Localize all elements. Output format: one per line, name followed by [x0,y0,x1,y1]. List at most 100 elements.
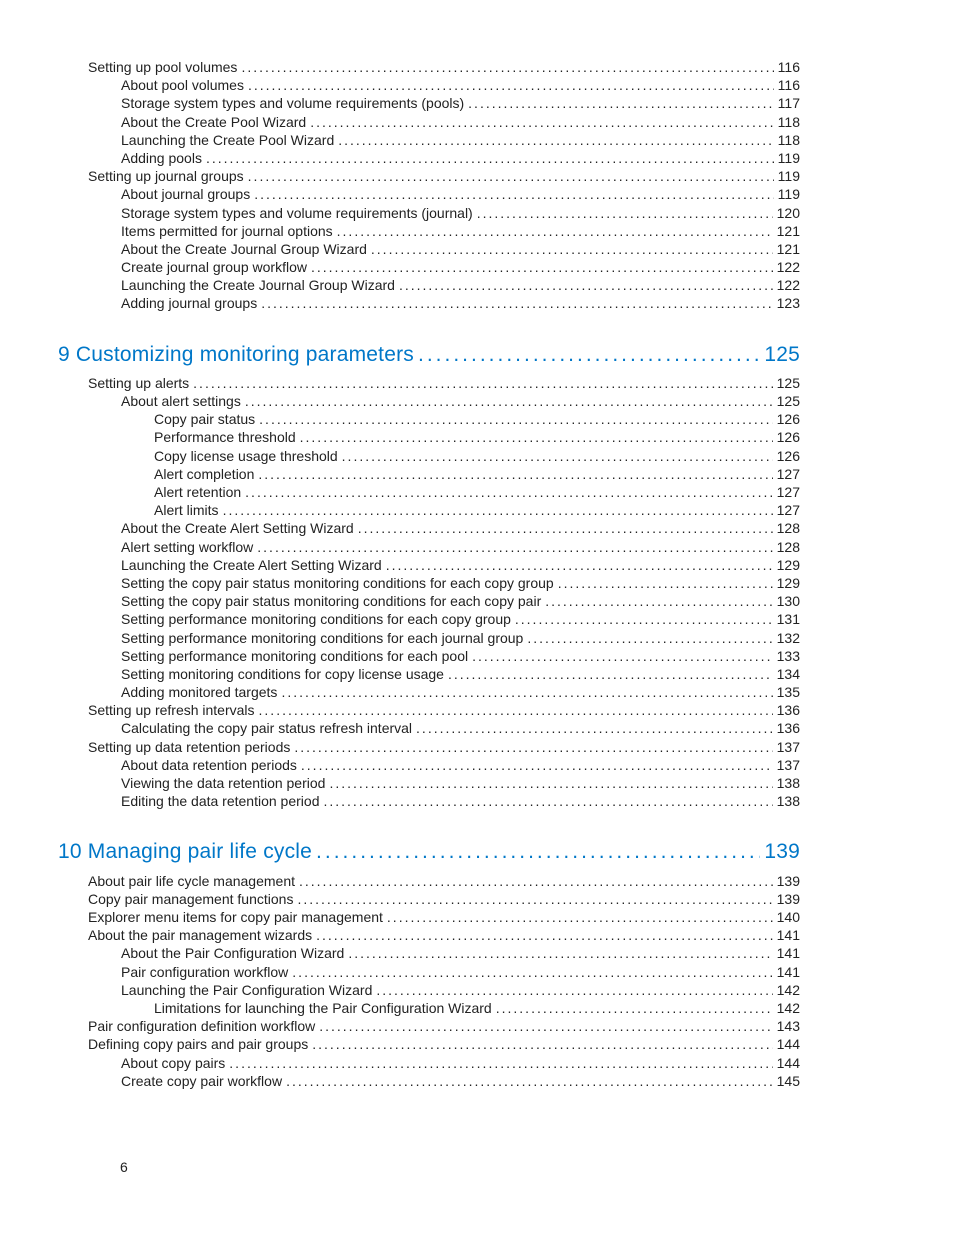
toc-entry-page: 139 [764,838,800,865]
toc-chapter-row[interactable]: 9 Customizing monitoring parameters125 [58,341,800,368]
toc-entry-row[interactable]: Create copy pair workflow145 [58,1072,800,1090]
toc-entry-row[interactable]: Pair configuration definition workflow14… [58,1017,800,1035]
dot-leader [338,131,773,149]
toc-entry-row[interactable]: About alert settings125 [58,392,800,410]
toc-entry-row[interactable]: About the Create Pool Wizard118 [58,113,800,131]
dot-leader [416,719,773,737]
table-of-contents: Setting up pool volumes116About pool vol… [58,58,800,1090]
toc-entry-label: Calculating the copy pair status refresh… [121,719,412,737]
toc-entry-row[interactable]: Performance threshold126 [58,428,800,446]
toc-entry-row[interactable]: About pool volumes116 [58,76,800,94]
toc-entry-label: Pair configuration workflow [121,963,288,981]
toc-entry-row[interactable]: Editing the data retention period 138 [58,792,800,810]
toc-entry-row[interactable]: Copy pair status126 [58,410,800,428]
toc-entry-row[interactable]: Adding monitored targets 135 [58,683,800,701]
toc-entry-page: 118 [778,113,800,131]
toc-entry-page: 127 [777,483,800,501]
toc-entry-row[interactable]: Viewing the data retention period138 [58,774,800,792]
dot-leader [300,428,773,446]
toc-entry-row[interactable]: About the pair management wizards141 [58,926,800,944]
toc-entry-row[interactable]: Setting performance monitoring condition… [58,629,800,647]
toc-entry-page: 121 [777,222,800,240]
dot-leader [376,981,772,999]
toc-entry-row[interactable]: Limitations for launching the Pair Confi… [58,999,800,1017]
toc-entry-row[interactable]: Setting up alerts125 [58,374,800,392]
toc-entry-row[interactable]: About copy pairs 144 [58,1054,800,1072]
toc-entry-row[interactable]: Setting up refresh intervals136 [58,701,800,719]
toc-entry-row[interactable]: Alert limits127 [58,501,800,519]
toc-entry-row[interactable]: Setting the copy pair status monitoring … [58,574,800,592]
toc-entry-label: Viewing the data retention period [121,774,325,792]
toc-entry-page: 116 [778,76,800,94]
toc-entry-label: About data retention periods [121,756,297,774]
toc-entry-label: Setting performance monitoring condition… [121,629,523,647]
toc-entry-label: Storage system types and volume requirem… [121,94,464,112]
toc-entry-row[interactable]: Setting up pool volumes116 [58,58,800,76]
toc-entry-row[interactable]: Copy pair management functions139 [58,890,800,908]
toc-entry-page: 125 [764,341,800,368]
toc-entry-row[interactable]: Pair configuration workflow 141 [58,963,800,981]
dot-leader [418,341,760,368]
toc-entry-label: Create journal group workflow [121,258,307,276]
toc-entry-row[interactable]: Launching the Create Journal Group Wizar… [58,276,800,294]
toc-entry-row[interactable]: Launching the Create Alert Setting Wizar… [58,556,800,574]
toc-entry-page: 129 [777,556,800,574]
toc-entry-page: 143 [777,1017,800,1035]
dot-leader [297,890,772,908]
toc-entry-page: 126 [777,428,800,446]
toc-entry-label: About the pair management wizards [88,926,312,944]
toc-entry-label: Items permitted for journal options [121,222,333,240]
toc-entry-row[interactable]: Adding journal groups123 [58,294,800,312]
toc-entry-page: 134 [777,665,800,683]
dot-leader [257,538,772,556]
toc-entry-row[interactable]: Setting up journal groups119 [58,167,800,185]
toc-entry-row[interactable]: Setting the copy pair status monitoring … [58,592,800,610]
dot-leader [558,574,773,592]
toc-entry-row[interactable]: About the Pair Configuration Wizard141 [58,944,800,962]
toc-entry-row[interactable]: About data retention periods 137 [58,756,800,774]
dot-leader [299,872,773,890]
toc-entry-row[interactable]: Create journal group workflow122 [58,258,800,276]
dot-leader [248,167,774,185]
toc-entry-row[interactable]: Storage system types and volume requirem… [58,94,800,112]
toc-entry-page: 138 [777,792,800,810]
toc-entry-row[interactable]: Copy license usage threshold126 [58,447,800,465]
toc-entry-page: 135 [777,683,800,701]
toc-entry-row[interactable]: About pair life cycle management139 [58,872,800,890]
toc-entry-page: 141 [777,963,800,981]
toc-entry-row[interactable]: About the Create Alert Setting Wizard128 [58,519,800,537]
toc-entry-row[interactable]: Launching the Create Pool Wizard118 [58,131,800,149]
toc-entry-row[interactable]: Alert setting workflow128 [58,538,800,556]
toc-entry-row[interactable]: Setting performance monitoring condition… [58,647,800,665]
toc-entry-row[interactable]: About journal groups119 [58,185,800,203]
toc-entry-row[interactable]: Adding pools119 [58,149,800,167]
toc-entry-label: About copy pairs [121,1054,225,1072]
dot-leader [294,738,772,756]
dot-leader [358,519,773,537]
toc-entry-page: 125 [777,374,800,392]
dot-leader [545,592,772,610]
toc-entry-row[interactable]: Alert completion127 [58,465,800,483]
toc-entry-row[interactable]: Launching the Pair Configuration Wizard1… [58,981,800,999]
toc-entry-label: Launching the Create Journal Group Wizar… [121,276,395,294]
dot-leader [292,963,772,981]
toc-entry-label: Adding monitored targets [121,683,277,701]
toc-entry-row[interactable]: Explorer menu items for copy pair manage… [58,908,800,926]
toc-entry-row[interactable]: About the Create Journal Group Wizard121 [58,240,800,258]
toc-entry-row[interactable]: Setting up data retention periods137 [58,738,800,756]
toc-entry-page: 137 [777,756,800,774]
toc-chapter-row[interactable]: 10 Managing pair life cycle139 [58,838,800,865]
toc-entry-page: 116 [778,58,800,76]
toc-entry-label: Alert completion [154,465,254,483]
toc-entry-row[interactable]: Setting performance monitoring condition… [58,610,800,628]
toc-entry-row[interactable]: Defining copy pairs and pair groups144 [58,1035,800,1053]
toc-entry-row[interactable]: Alert retention127 [58,483,800,501]
toc-entry-page: 125 [777,392,800,410]
toc-entry-row[interactable]: Setting monitoring conditions for copy l… [58,665,800,683]
toc-entry-row[interactable]: Items permitted for journal options 121 [58,222,800,240]
toc-entry-label: Setting the copy pair status monitoring … [121,592,541,610]
toc-entry-row[interactable]: Storage system types and volume requirem… [58,204,800,222]
toc-entry-row[interactable]: Calculating the copy pair status refresh… [58,719,800,737]
toc-entry-page: 144 [777,1054,800,1072]
toc-entry-label: Editing the data retention period [121,792,319,810]
